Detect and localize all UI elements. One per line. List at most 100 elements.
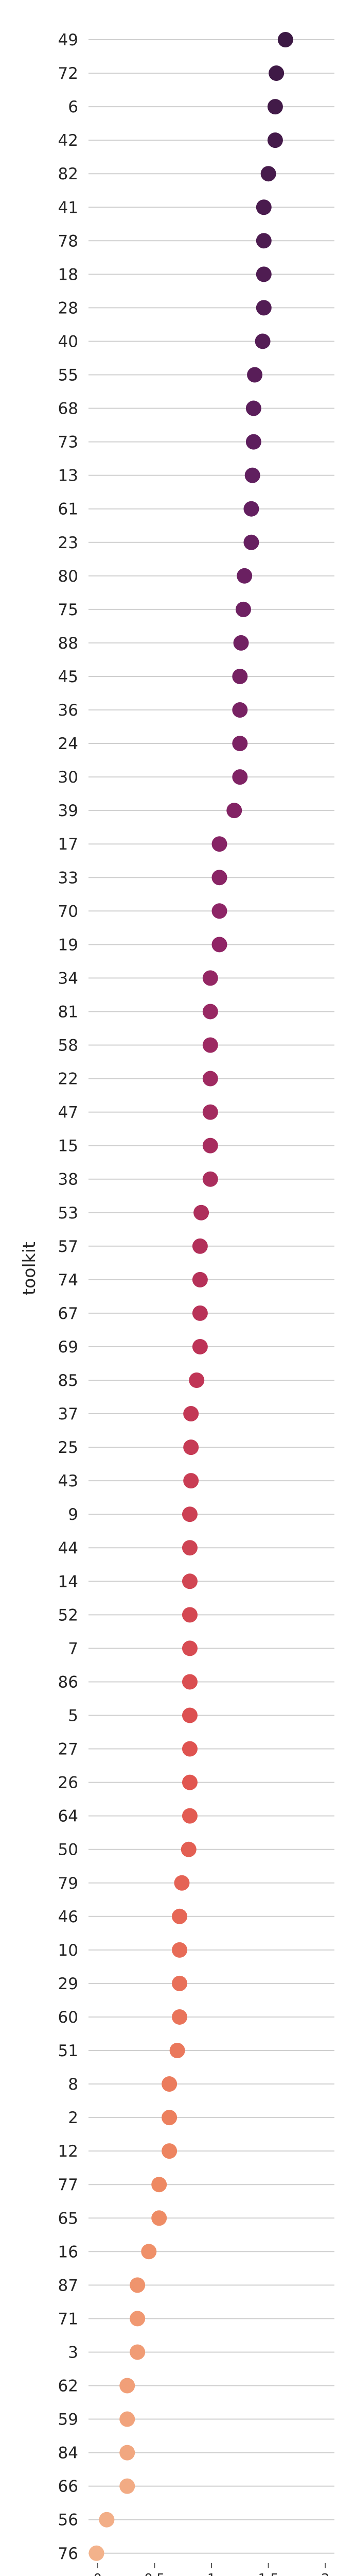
data-point <box>119 2378 135 2394</box>
y-tick-label: 56 <box>58 2511 78 2530</box>
y-tick-label: 76 <box>58 2545 78 2563</box>
y-tick-label: 86 <box>58 1673 78 1691</box>
data-point <box>130 2311 146 2327</box>
data-point <box>151 2210 167 2226</box>
data-point <box>211 836 227 852</box>
data-point <box>182 1808 198 1824</box>
data-point <box>182 1573 198 1589</box>
y-tick-label: 75 <box>58 601 78 619</box>
y-tick-label: 33 <box>58 869 78 887</box>
y-tick-label: 62 <box>58 2377 78 2396</box>
y-tick-label: 79 <box>58 1874 78 1893</box>
y-tick-label: 25 <box>58 1438 78 1457</box>
y-tick-label: 59 <box>58 2411 78 2429</box>
data-point <box>172 1908 188 1924</box>
y-tick-label: 66 <box>58 2478 78 2496</box>
data-point <box>183 1406 199 1422</box>
data-point <box>192 1338 208 1354</box>
y-axis-label: toolkit <box>19 1242 39 1295</box>
data-point <box>211 937 227 953</box>
data-point <box>243 534 259 550</box>
y-tick-label: 39 <box>58 802 78 820</box>
gridlines <box>88 39 334 2554</box>
y-tick-label: 46 <box>58 1908 78 1926</box>
y-tick-label: 5 <box>68 1707 78 1725</box>
data-point <box>211 903 227 919</box>
data-point <box>255 333 271 349</box>
y-tick-label: 8 <box>68 2075 78 2094</box>
data-point <box>247 367 263 383</box>
data-point <box>269 65 285 81</box>
data-point <box>174 1875 190 1891</box>
y-tick-label: 24 <box>58 735 78 753</box>
y-tick-label: 23 <box>58 534 78 552</box>
x-tick-label: 1 <box>207 2571 216 2576</box>
data-point <box>182 1607 198 1623</box>
data-point <box>119 2411 135 2427</box>
data-point <box>211 870 227 886</box>
data-point <box>182 1640 198 1656</box>
y-tick-label: 67 <box>58 1304 78 1323</box>
y-tick-label: 18 <box>58 265 78 284</box>
y-tick-label: 84 <box>58 2444 78 2463</box>
y-tick-label: 74 <box>58 1271 78 1290</box>
y-tick-label: 61 <box>58 500 78 519</box>
y-tick-label: 3 <box>68 2343 78 2362</box>
y-tick-label: 16 <box>58 2243 78 2261</box>
data-point <box>256 199 272 215</box>
data-point <box>162 2143 177 2159</box>
y-tick-label: 10 <box>58 1941 78 1960</box>
y-tick-label: 22 <box>58 1070 78 1089</box>
data-point <box>202 1104 218 1120</box>
data-point <box>181 1841 197 1857</box>
data-point <box>192 1305 208 1321</box>
y-tick-label: 80 <box>58 567 78 586</box>
y-tick-label: 81 <box>58 1003 78 1021</box>
data-point <box>119 2478 135 2494</box>
y-tick-label: 34 <box>58 969 78 988</box>
data-point <box>232 736 248 752</box>
data-point <box>189 1372 205 1388</box>
data-point <box>192 1272 208 1287</box>
y-tick-label: 52 <box>58 1606 78 1624</box>
y-tick-label: 37 <box>58 1405 78 1423</box>
y-tick-label: 55 <box>58 366 78 385</box>
data-point <box>256 266 272 282</box>
y-tick-label: 30 <box>58 768 78 787</box>
data-point <box>141 2244 157 2260</box>
y-tick-label: 70 <box>58 902 78 921</box>
data-point <box>267 132 283 148</box>
data-point <box>130 2344 146 2360</box>
x-tick-label: 2 <box>321 2571 329 2576</box>
y-tick-label: 88 <box>58 634 78 653</box>
data-point <box>172 2009 188 2025</box>
data-point <box>183 1473 199 1489</box>
y-tick-label: 14 <box>58 1572 78 1591</box>
data-point <box>162 2110 177 2126</box>
y-tick-label: 51 <box>58 2042 78 2060</box>
y-tick-label: 40 <box>58 332 78 351</box>
data-point <box>260 166 276 182</box>
data-point <box>226 803 242 819</box>
data-point <box>202 1071 218 1087</box>
y-tick-label: 82 <box>58 165 78 183</box>
y-tick-label: 27 <box>58 1740 78 1759</box>
data-point <box>182 1674 198 1690</box>
data-point <box>232 702 248 718</box>
y-tick-label: 12 <box>58 2142 78 2161</box>
data-point <box>244 467 260 483</box>
y-tick-label: 38 <box>58 1171 78 1189</box>
data-point <box>182 1741 198 1757</box>
data-point <box>245 400 261 416</box>
data-point <box>183 1439 199 1455</box>
data-point <box>237 568 253 584</box>
y-tick-label: 6 <box>68 98 78 116</box>
data-point <box>232 668 248 684</box>
y-tick-label: 69 <box>58 1338 78 1357</box>
data-point <box>202 1037 218 1053</box>
data-point <box>243 501 259 517</box>
data-point <box>162 2076 177 2092</box>
data-point <box>245 434 261 450</box>
y-tick-label: 7 <box>68 1639 78 1658</box>
